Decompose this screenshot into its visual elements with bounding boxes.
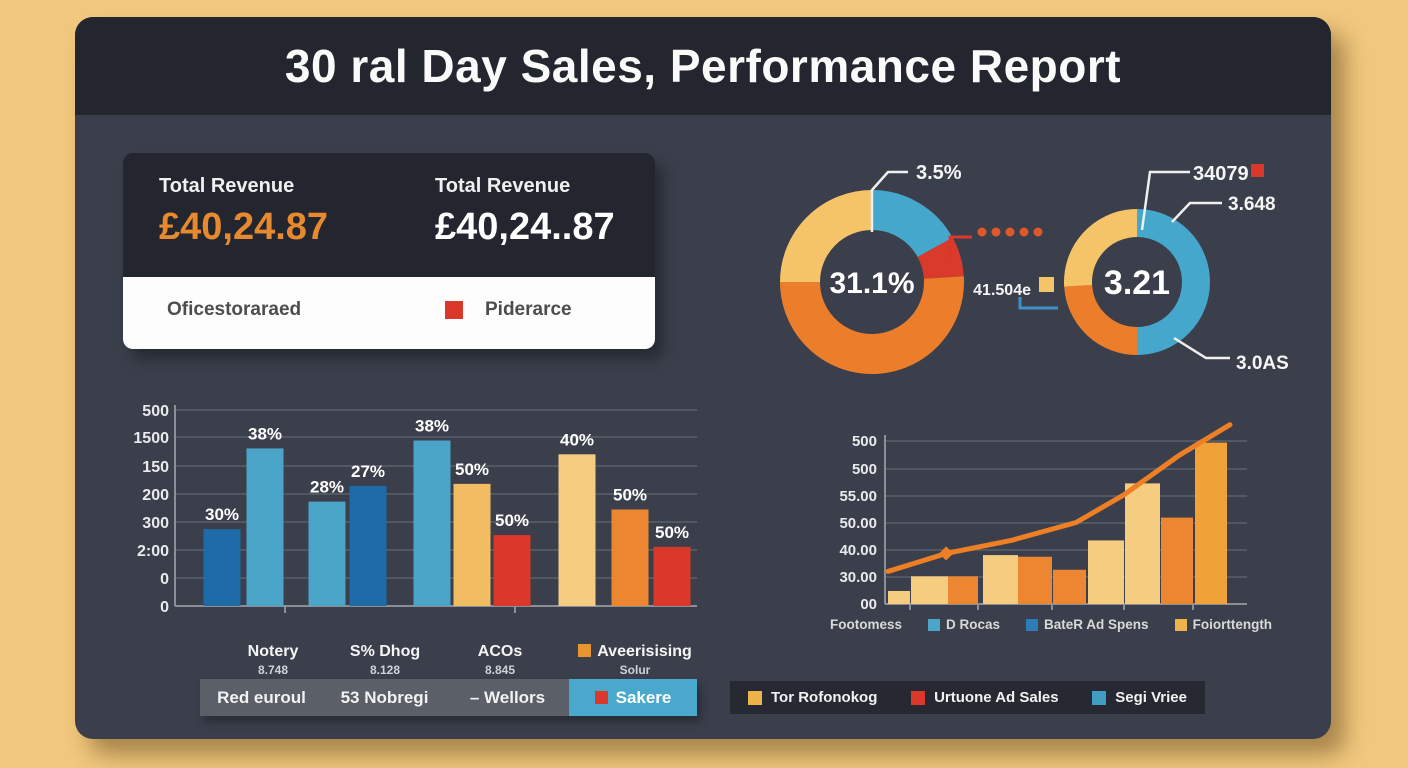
right-chart-legend: Footomess D Rocas BateR Ad Spens Foiortt… bbox=[830, 617, 1305, 632]
svg-text:50.00: 50.00 bbox=[839, 515, 877, 532]
left-chart-bars: 30% 38% 28% 27% 38% 50% 50% 40% 50% 50% bbox=[203, 417, 691, 606]
svg-text:50%: 50% bbox=[495, 511, 529, 530]
legend-item-bater-ad-spens[interactable]: BateR Ad Spens bbox=[1026, 617, 1149, 632]
revenue-block-right: Total Revenue £40,24..87 bbox=[435, 175, 615, 249]
svg-text:55.00: 55.00 bbox=[839, 488, 877, 505]
footer-col-1: Notery 8.748 bbox=[213, 643, 333, 677]
svg-text:300: 300 bbox=[142, 515, 169, 532]
red-square-icon bbox=[445, 301, 463, 319]
svg-text:30.00: 30.00 bbox=[839, 569, 877, 586]
orange-square-icon bbox=[578, 644, 592, 657]
legend-swatch-icon bbox=[911, 690, 926, 705]
legend-item-tor-rofonokog[interactable]: Tor Rofonokog bbox=[748, 689, 877, 706]
revenue-card: Total Revenue £40,24.87 Total Revenue £4… bbox=[123, 153, 655, 349]
trend-bar-line-chart: 500 500 55.00 50.00 40.00 30.00 00 bbox=[839, 422, 1247, 613]
legend-swatch-icon bbox=[928, 618, 941, 631]
svg-text:50%: 50% bbox=[655, 523, 689, 542]
svg-text:2:00: 2:00 bbox=[137, 543, 169, 560]
footer-col-3: ACOs 8.845 bbox=[440, 643, 560, 677]
donut-charts: 3.5% 41.504e 34079 3.648 3.0AS 31.1% 3.2… bbox=[780, 162, 1289, 374]
bottom-legend-bar: Tor Rofonokog Urtuone Ad Sales Segi Vrie… bbox=[730, 681, 1205, 714]
callout-line-34079 bbox=[1140, 170, 1190, 231]
callout-line-3-5 bbox=[870, 170, 908, 232]
table-cell: – Wellors bbox=[469, 687, 546, 707]
revenue-value-right: £40,24..87 bbox=[435, 206, 615, 248]
legend-item-segi-vriee[interactable]: Segi Vriee bbox=[1092, 689, 1187, 706]
svg-text:0: 0 bbox=[160, 571, 169, 588]
revenue-card-footer: Oficestoraraed Piderarce bbox=[123, 277, 655, 349]
svg-text:1500: 1500 bbox=[133, 430, 169, 447]
donut-main-center-value: 31.1% bbox=[829, 267, 914, 300]
red-square-icon bbox=[594, 691, 608, 704]
left-table-row: Red euroul 53 Nobregi – Wellors Sakere bbox=[200, 679, 697, 716]
footer-col-sub: 8.845 bbox=[484, 663, 516, 677]
legend-item-foiorttength[interactable]: Foiorttength bbox=[1174, 617, 1272, 632]
revenue-label-left: Total Revenue bbox=[159, 175, 295, 197]
donut-secondary-top-label: 34079 bbox=[1193, 163, 1249, 185]
callout-line-3648 bbox=[1171, 201, 1222, 223]
percent-bar-chart: 500 1500 150 200 300 2:00 0 0 30% 38% 28% 27% 38% 50… bbox=[133, 403, 697, 616]
legend-swatch-icon bbox=[1026, 618, 1039, 631]
callout-line-red bbox=[948, 235, 972, 258]
table-cell: Red euroul bbox=[217, 687, 306, 707]
svg-text:00: 00 bbox=[860, 596, 877, 613]
svg-text:28%: 28% bbox=[310, 478, 344, 497]
svg-text:38%: 38% bbox=[248, 424, 282, 443]
legend-swatch-icon bbox=[1174, 618, 1187, 631]
donut-secondary bbox=[1064, 209, 1210, 355]
svg-text:500: 500 bbox=[852, 461, 877, 478]
revenue-footer-right-label: Piderarce bbox=[485, 299, 572, 320]
red-square-icon bbox=[1251, 164, 1264, 177]
callout-line-30as bbox=[1173, 336, 1230, 360]
footer-col-title: S% Dhog bbox=[349, 643, 421, 660]
legend-item-urtuone-ad-sales[interactable]: Urtuone Ad Sales bbox=[911, 689, 1059, 706]
svg-text:150: 150 bbox=[142, 459, 169, 476]
footer-col-sub: 8.128 bbox=[369, 663, 401, 677]
report-title: 30 ral Day Sales, Performance Report bbox=[284, 40, 1122, 92]
footer-col-title: Notery bbox=[247, 643, 299, 660]
svg-text:38%: 38% bbox=[415, 417, 449, 436]
highlighted-cell-sakere[interactable]: Sakere bbox=[569, 679, 697, 716]
donut-secondary-lower-label: 3.0AS bbox=[1236, 353, 1289, 374]
left-chart-footer: Notery 8.748 S% Dhog 8.128 ACOs 8.845 Av… bbox=[200, 643, 710, 679]
footer-col-2: S% Dhog 8.128 bbox=[325, 643, 445, 677]
revenue-footer-left-label: Oficestoraraed bbox=[167, 299, 302, 320]
table-cell: 53 Nobregi bbox=[340, 687, 429, 707]
svg-text:500: 500 bbox=[852, 433, 877, 450]
svg-text:500: 500 bbox=[142, 403, 169, 420]
legend-item-d-rocas[interactable]: D Rocas bbox=[928, 617, 1000, 632]
donut-secondary-center-value: 3.21 bbox=[1104, 264, 1170, 302]
dashboard-panel: 30 ral Day Sales, Performance Report Tot… bbox=[75, 17, 1331, 739]
revenue-card-top: Total Revenue £40,24.87 Total Revenue £4… bbox=[123, 153, 655, 277]
footer-col-sub: 8.748 bbox=[257, 663, 289, 677]
legend-item-footomess[interactable]: Footomess bbox=[830, 617, 903, 632]
legend-swatch-icon bbox=[748, 690, 762, 705]
callout-line-blue bbox=[1018, 297, 1058, 310]
svg-text:200: 200 bbox=[142, 487, 169, 504]
donut-secondary-upper-label: 3.648 bbox=[1228, 194, 1276, 215]
footer-col-title: Aveerisising bbox=[560, 643, 710, 661]
yellow-square-icon bbox=[1039, 277, 1054, 292]
legend-swatch-icon bbox=[1092, 690, 1107, 705]
svg-text:40.00: 40.00 bbox=[839, 542, 877, 559]
dotted-trail-icon bbox=[977, 227, 1043, 237]
svg-text:0: 0 bbox=[160, 599, 169, 616]
between-donut-label: 41.504e bbox=[973, 282, 1031, 299]
footer-col-title: ACOs bbox=[477, 643, 523, 660]
donut-main-callout-label: 3.5% bbox=[916, 162, 962, 184]
svg-text:27%: 27% bbox=[351, 462, 385, 481]
revenue-value-left: £40,24.87 bbox=[159, 206, 329, 248]
report-header: 30 ral Day Sales, Performance Report bbox=[75, 17, 1331, 115]
highlighted-cell-label: Sakere bbox=[615, 687, 672, 707]
revenue-label-right: Total Revenue bbox=[435, 175, 571, 197]
svg-text:50%: 50% bbox=[455, 460, 489, 479]
revenue-block-left: Total Revenue £40,24.87 bbox=[159, 175, 328, 249]
footer-col-sub: Solur bbox=[619, 663, 651, 677]
svg-text:50%: 50% bbox=[613, 485, 647, 504]
right-chart-bars bbox=[888, 442, 1227, 604]
footer-col-4: Aveerisising Solur bbox=[560, 643, 710, 677]
svg-text:30%: 30% bbox=[205, 505, 239, 524]
svg-text:40%: 40% bbox=[560, 430, 594, 449]
